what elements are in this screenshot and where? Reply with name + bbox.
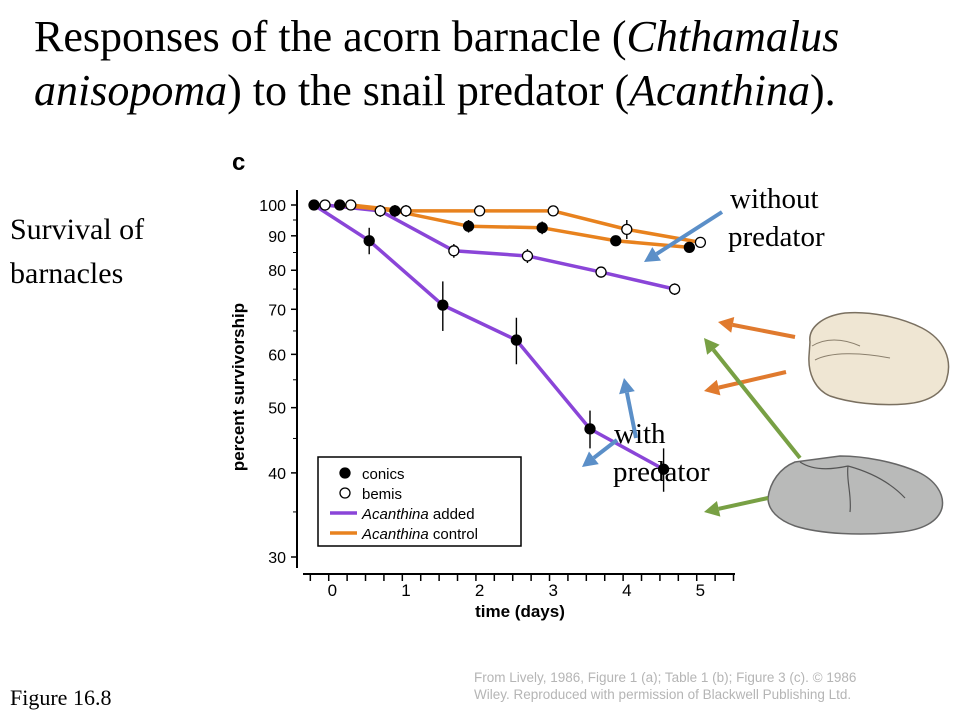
- y-tick-label: 60: [268, 347, 286, 364]
- data-point-open: [694, 236, 707, 249]
- annotation-arrowhead: [704, 379, 721, 396]
- legend-label: bemis: [362, 486, 402, 503]
- data-point-filled: [389, 205, 401, 217]
- data-point-filled: [510, 334, 523, 346]
- annotation-without-line2: predator: [728, 221, 825, 253]
- barnacle-illustrations: [767, 311, 950, 535]
- y-tick-label: 40: [268, 466, 286, 483]
- slide-title: Responses of the acorn barnacle (Chthama…: [34, 12, 840, 115]
- data-point-filled: [308, 199, 320, 211]
- tetraclita-barnacle-icon: [767, 455, 944, 535]
- data-point-filled: [610, 235, 622, 247]
- annotation-arrow: [732, 322, 796, 339]
- data-point-open: [400, 205, 412, 217]
- legend-label: conics: [362, 466, 405, 483]
- annotation-arrow: [655, 210, 724, 256]
- annotation-arrow: [592, 438, 619, 460]
- legend-box: [317, 456, 522, 547]
- data-point-filled: [657, 463, 670, 475]
- panel-label: c: [232, 149, 245, 176]
- data-point-open: [345, 199, 357, 211]
- y-tick-label: 90: [268, 229, 286, 246]
- data-point-open: [521, 250, 534, 262]
- x-axis-label: time (days): [475, 602, 565, 621]
- side-label-line2: barnacles: [10, 257, 124, 290]
- data-point-open: [621, 223, 633, 236]
- legend-label: Acanthina control: [361, 526, 478, 543]
- data-point-open: [595, 266, 607, 278]
- annotation-arrow: [624, 392, 638, 439]
- y-tick-label: 100: [259, 198, 286, 215]
- legend-marker: [339, 467, 351, 479]
- data-point-open: [374, 205, 386, 217]
- legend-marker: [339, 487, 351, 499]
- data-point-filled: [584, 423, 596, 435]
- annotation-arrowhead: [704, 500, 721, 517]
- annotation-with-line1: with: [614, 418, 666, 450]
- data-point-filled: [334, 199, 346, 211]
- x-tick-label: 1: [401, 581, 410, 600]
- x-tick-label: 0: [328, 581, 337, 600]
- legend-label: Acanthina added: [361, 506, 475, 523]
- data-point-filled: [536, 222, 548, 234]
- annotation-arrow: [718, 496, 769, 511]
- data-point-open: [448, 245, 460, 257]
- data-point-open: [473, 205, 486, 217]
- side-label-line1: Survival of: [10, 213, 145, 246]
- data-point-filled: [683, 241, 696, 254]
- chthamalus-barnacle-icon: [808, 311, 950, 406]
- annotation-arrowhead: [704, 338, 720, 355]
- y-tick-label: 30: [268, 550, 286, 567]
- data-point-open: [319, 199, 331, 211]
- annotation-arrowhead: [718, 317, 735, 333]
- y-axis-label: percent survivorship: [229, 303, 248, 471]
- annotation-arrowhead: [619, 378, 635, 395]
- data-point-open: [668, 283, 681, 295]
- data-point-filled: [437, 299, 449, 311]
- figure-label: Figure 16.8: [10, 685, 112, 710]
- annotation-arrow: [718, 370, 787, 390]
- y-tick-label: 70: [268, 302, 286, 319]
- credit-text: From Lively, 1986, Figure 1 (a); Table 1…: [474, 670, 857, 702]
- series-line: [313, 203, 665, 471]
- x-tick-label: 3: [548, 581, 557, 600]
- y-tick-label: 80: [268, 263, 286, 280]
- x-tick-label: 4: [622, 581, 631, 600]
- annotation-arrow: [711, 348, 802, 460]
- y-tick-label: 50: [268, 401, 286, 418]
- x-tick-label: 5: [696, 581, 705, 600]
- data-point-filled: [363, 235, 375, 247]
- data-point-open: [547, 205, 559, 217]
- annotation-arrowhead: [644, 247, 661, 262]
- annotation-without-line1: without: [730, 183, 819, 215]
- data-point-filled: [462, 220, 475, 232]
- annotation-arrowhead: [582, 451, 599, 467]
- x-tick-label: 2: [475, 581, 484, 600]
